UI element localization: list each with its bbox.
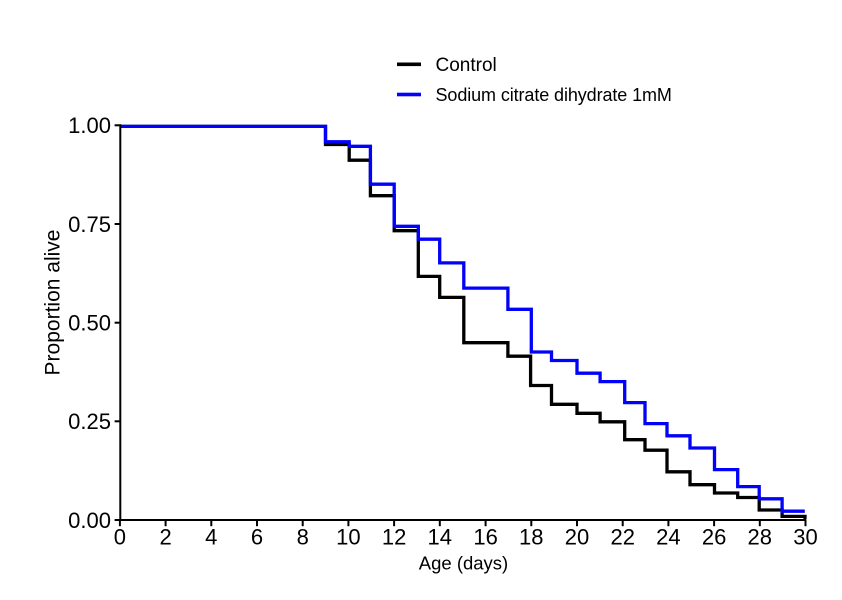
svg-text:Age (days): Age (days) — [419, 553, 508, 574]
svg-text:0: 0 — [114, 525, 126, 550]
svg-text:Proportion alive: Proportion alive — [42, 230, 65, 376]
svg-text:0.50: 0.50 — [68, 311, 111, 336]
svg-text:12: 12 — [382, 525, 406, 550]
svg-text:Control: Control — [436, 55, 497, 76]
svg-text:30: 30 — [793, 525, 817, 550]
svg-text:6: 6 — [251, 525, 263, 550]
svg-text:22: 22 — [610, 525, 634, 550]
svg-text:1.00: 1.00 — [68, 113, 111, 138]
svg-text:0.00: 0.00 — [68, 508, 111, 533]
svg-text:0.75: 0.75 — [68, 212, 111, 237]
svg-text:28: 28 — [748, 525, 772, 550]
svg-text:20: 20 — [565, 525, 589, 550]
svg-text:26: 26 — [702, 525, 726, 550]
svg-text:2: 2 — [159, 525, 171, 550]
svg-text:10: 10 — [336, 525, 360, 550]
svg-text:14: 14 — [428, 525, 452, 550]
svg-text:16: 16 — [473, 525, 497, 550]
svg-text:Sodium citrate dihydrate 1mM: Sodium citrate dihydrate 1mM — [436, 85, 672, 105]
svg-text:18: 18 — [519, 525, 543, 550]
svg-text:24: 24 — [656, 525, 680, 550]
svg-text:8: 8 — [297, 525, 309, 550]
svg-text:4: 4 — [205, 525, 217, 550]
svg-text:0.25: 0.25 — [68, 409, 111, 434]
